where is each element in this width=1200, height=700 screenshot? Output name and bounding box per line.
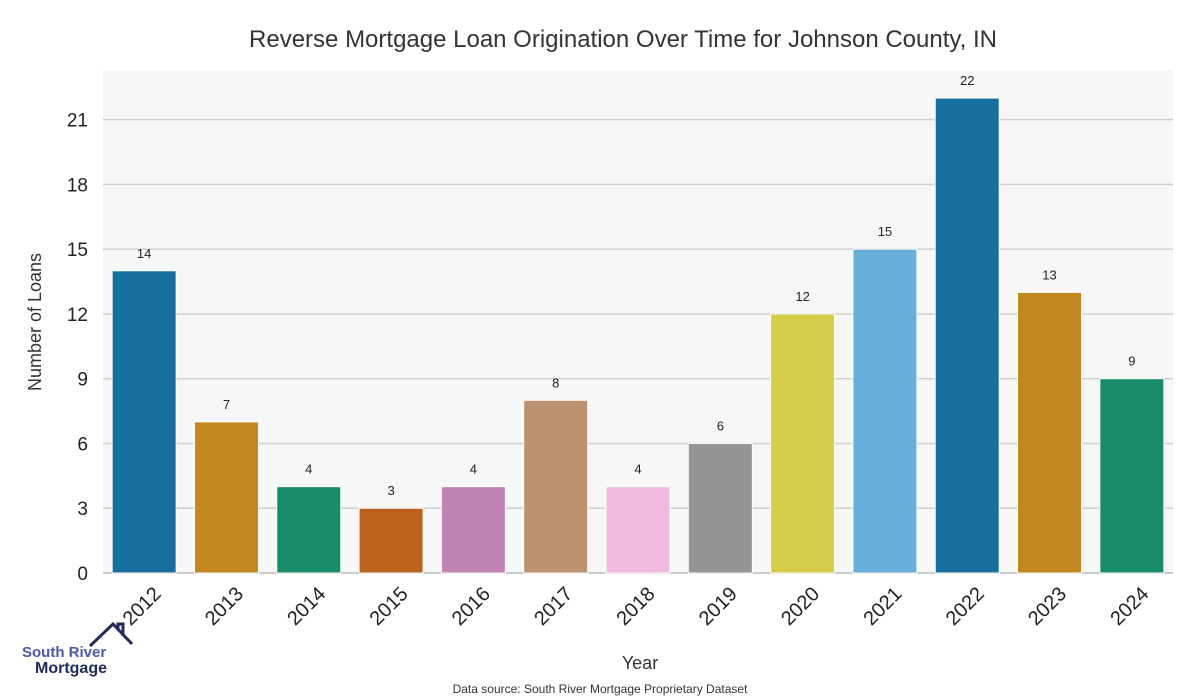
bar-2016 bbox=[440, 486, 506, 574]
x-tick-label: 2024 bbox=[1106, 583, 1153, 630]
house-roof-icon bbox=[88, 622, 134, 648]
bar-value-label: 8 bbox=[552, 375, 559, 390]
bar-2012 bbox=[111, 270, 177, 574]
bar-value-label: 7 bbox=[223, 397, 230, 412]
x-tick-label: 2021 bbox=[859, 583, 906, 630]
y-tick-label: 9 bbox=[77, 370, 88, 391]
bar-2019 bbox=[687, 442, 753, 574]
x-tick-label: 2023 bbox=[1024, 583, 1071, 630]
bar-2023 bbox=[1017, 291, 1083, 574]
data-source-note: Data source: South River Mortgage Propri… bbox=[453, 682, 748, 696]
bar-value-label: 22 bbox=[960, 73, 974, 88]
bar-2017 bbox=[523, 399, 589, 574]
x-tick-label: 2016 bbox=[448, 583, 495, 630]
chart-title: Reverse Mortgage Loan Origination Over T… bbox=[249, 26, 997, 53]
bar-2021 bbox=[852, 248, 918, 574]
x-tick-label: 2020 bbox=[777, 583, 824, 630]
bar-value-label: 4 bbox=[470, 462, 477, 477]
x-tick-label: 2013 bbox=[201, 583, 248, 630]
x-tick-label: 2022 bbox=[942, 583, 989, 630]
y-tick-label: 6 bbox=[77, 434, 88, 455]
bar-2020 bbox=[770, 313, 836, 574]
x-tick-label: 2018 bbox=[613, 583, 660, 630]
bar-value-label: 9 bbox=[1128, 354, 1135, 369]
bar-2018 bbox=[605, 486, 671, 574]
logo-line-2: Mortgage bbox=[35, 660, 107, 677]
logo-line-1: South River bbox=[22, 644, 107, 661]
y-tick-label: 21 bbox=[67, 111, 88, 132]
bar-value-label: 15 bbox=[878, 224, 892, 239]
y-tick-label: 15 bbox=[67, 240, 88, 261]
bar-2014 bbox=[276, 486, 342, 574]
x-axis-label: Year bbox=[622, 653, 658, 673]
bar-value-label: 4 bbox=[634, 462, 641, 477]
x-tick-label: 2014 bbox=[283, 583, 330, 630]
bar-2015 bbox=[358, 507, 424, 574]
bar-value-label: 13 bbox=[1042, 267, 1056, 282]
x-tick-label: 2015 bbox=[366, 583, 413, 630]
bar-2013 bbox=[193, 421, 259, 574]
y-tick-label: 12 bbox=[67, 305, 88, 326]
bar-value-label: 4 bbox=[305, 462, 312, 477]
bar-2024 bbox=[1099, 378, 1165, 574]
y-axis-label: Number of Loans bbox=[25, 253, 45, 391]
y-tick-label: 3 bbox=[77, 499, 88, 520]
bar-value-label: 3 bbox=[387, 483, 394, 498]
y-tick-label: 18 bbox=[67, 175, 88, 196]
bar-value-label: 12 bbox=[795, 289, 809, 304]
y-tick-label: 0 bbox=[77, 564, 88, 585]
bar-value-label: 6 bbox=[717, 418, 724, 433]
x-tick-label: 2019 bbox=[695, 583, 742, 630]
south-river-mortgage-logo: South River Mortgage bbox=[22, 622, 134, 682]
bar-2022 bbox=[934, 97, 1000, 574]
x-tick-label: 2017 bbox=[530, 583, 577, 630]
bar-value-label: 14 bbox=[137, 246, 151, 261]
